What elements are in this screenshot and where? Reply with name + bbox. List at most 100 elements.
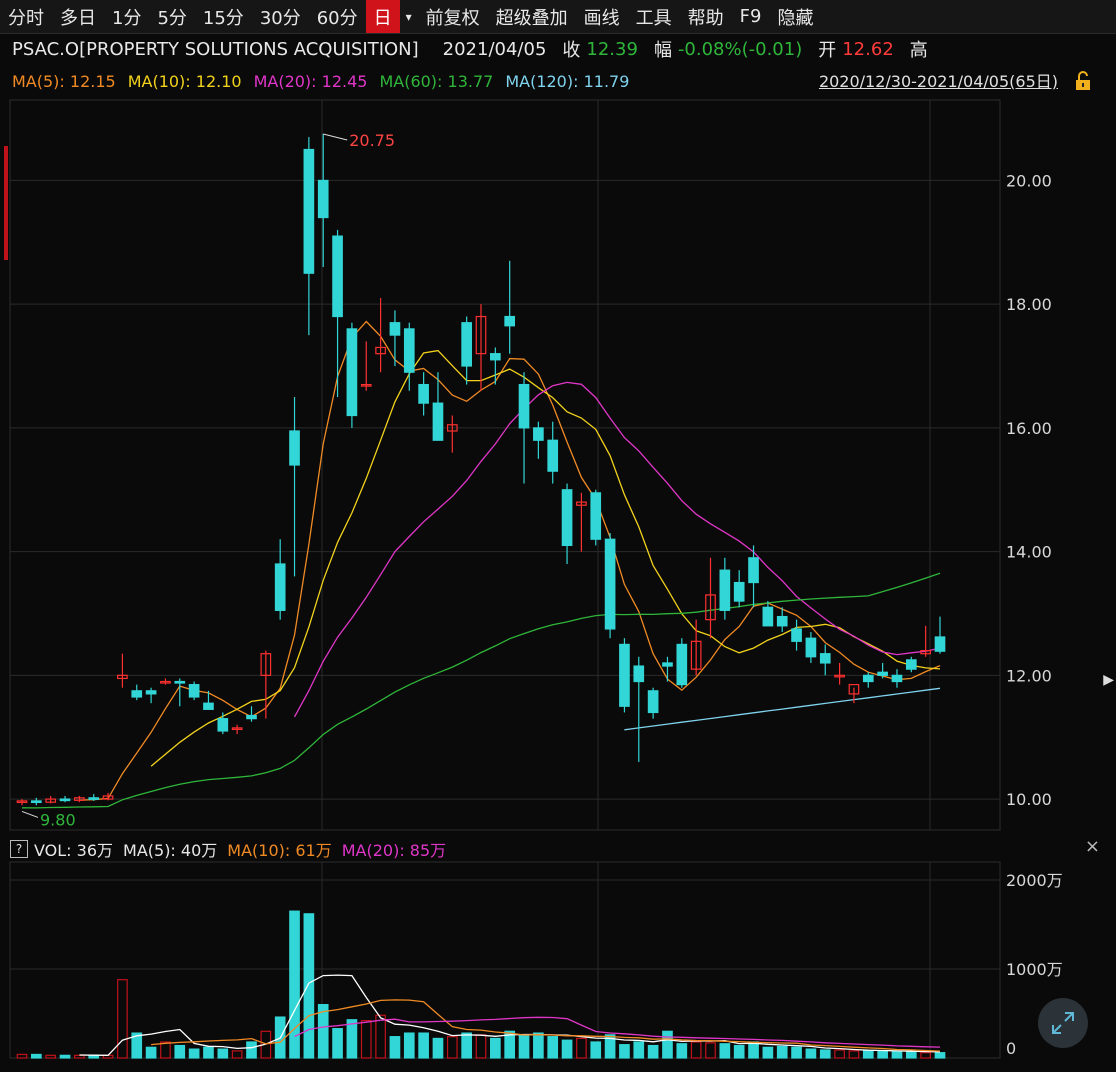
volume-bar (590, 1041, 602, 1059)
candle-body (547, 439, 559, 472)
volume-bar (676, 1043, 688, 1059)
candle-body (877, 671, 888, 676)
vol-legend-item: MA(10): 61万 (227, 841, 332, 860)
candle-body (475, 315, 487, 355)
toolbar-item-9[interactable]: 前复权 (425, 7, 480, 29)
open-label: 开 (818, 40, 837, 61)
candle-body (576, 501, 587, 506)
volume-bar (289, 910, 300, 1059)
volume-bar (360, 1020, 372, 1059)
candle-body (561, 489, 573, 547)
candle-body (403, 328, 415, 373)
volume-bar (576, 1037, 587, 1059)
vol-legend-item: MA(20): 85万 (341, 841, 447, 860)
volume-bar (117, 979, 128, 1059)
candle-body (74, 797, 85, 801)
volume-bar (905, 1051, 917, 1059)
candle-body (604, 538, 616, 630)
candle-body (389, 322, 401, 336)
candle-body (791, 628, 802, 642)
scroll-right-icon[interactable]: ▶ (1103, 672, 1114, 688)
volume-bar (891, 1051, 903, 1059)
volume-bar (877, 1050, 888, 1059)
ma10-line (150, 349, 941, 767)
volume-bar (934, 1052, 946, 1059)
lock-icon[interactable] (1072, 70, 1094, 92)
volume-bar (834, 1049, 845, 1059)
candle-body (891, 674, 903, 683)
candle-body (375, 346, 386, 355)
toolbar-item-14[interactable]: F9 (739, 6, 762, 27)
price-tick-label: 10.00 (1006, 790, 1052, 809)
volume-bar (303, 913, 315, 1059)
expand-icon[interactable] (1038, 998, 1088, 1048)
toolbar-item-4[interactable]: 15分 (202, 7, 244, 29)
toolbar-item-12[interactable]: 工具 (635, 7, 672, 29)
high-label: 高 (909, 40, 928, 61)
candle-body (590, 492, 602, 540)
toolbar-item-0[interactable]: 分时 (8, 7, 44, 29)
ma5-line (79, 320, 941, 801)
candle-body (45, 798, 57, 803)
toolbar-item-11[interactable]: 画线 (583, 7, 620, 29)
price-panel-frame (9, 99, 1001, 831)
candle-body (834, 674, 845, 678)
ma-legend-item: MA(20): 12.45 (253, 71, 368, 91)
toolbar-item-2[interactable]: 1分 (112, 7, 142, 29)
toolbar-item-1[interactable]: 多日 (60, 7, 96, 29)
toolbar-item-6[interactable]: 60分 (316, 7, 358, 29)
toolbar-item-3[interactable]: 5分 (157, 7, 187, 29)
ma-legend: MA(5): 12.15 MA(10): 12.10 MA(20): 12.45 MA… (0, 66, 1116, 96)
candle-body (518, 383, 530, 429)
volume-bar (762, 1046, 774, 1059)
volume-bar (231, 1050, 243, 1059)
candle-body (446, 424, 458, 432)
candle-body (934, 636, 946, 652)
toolbar-item-13[interactable]: 帮助 (687, 7, 724, 29)
candle-body (490, 353, 501, 361)
toolbar-item-5[interactable]: 30分 (259, 7, 301, 29)
toolbar-item-8[interactable]: ▾ (405, 9, 412, 24)
annotation-arrow (323, 133, 348, 141)
volume-bar (217, 1048, 229, 1059)
volume-bar (145, 1046, 157, 1059)
volume-tick-label: 1000万 (1006, 960, 1063, 979)
date-range-selector[interactable]: 2020/12/30-2021/04/05(65日) (818, 72, 1058, 91)
candle-body (504, 315, 516, 327)
volume-bar (719, 1043, 731, 1059)
toolbar-item-7[interactable]: 日 (365, 0, 400, 33)
volume-bar (403, 1032, 415, 1059)
close-value: 12.39 (586, 38, 638, 60)
quote-info-bar: PSAC.O[PROPERTY SOLUTIONS ACQUISITION] 2… (0, 34, 1116, 64)
candle-body (662, 662, 673, 667)
volume-bar (533, 1032, 544, 1059)
candle-body (418, 383, 429, 404)
volume-bar (317, 1003, 329, 1059)
symbol-label: PSAC.O[PROPERTY SOLUTIONS ACQUISITION] (12, 38, 419, 60)
volume-bar (633, 1041, 645, 1059)
volume-bar (389, 1036, 401, 1059)
candle-body (174, 680, 186, 684)
candle-body (805, 637, 817, 658)
close-label: 收 (562, 40, 581, 61)
help-icon[interactable]: ? (10, 840, 28, 858)
vol-ma10-line (151, 999, 941, 1052)
volume-bar (461, 1032, 472, 1059)
volume-bar (848, 1050, 860, 1059)
ma120-line (624, 687, 941, 731)
volume-bar (203, 1046, 214, 1059)
close-icon[interactable]: × (1084, 836, 1100, 857)
toolbar-item-10[interactable]: 超级叠加 (495, 7, 568, 29)
volume-tick-label: 2000万 (1006, 871, 1063, 890)
vol-legend-item: MA(5): 40万 (123, 841, 218, 860)
date-label: 2021/04/05 (442, 38, 547, 60)
candle-body (303, 148, 315, 274)
volume-bar (131, 1032, 143, 1059)
volume-bar (31, 1053, 42, 1059)
candle-body (317, 179, 329, 219)
vol-legend-item: VOL: 36万 (34, 841, 114, 860)
candle-body (145, 690, 157, 695)
toolbar-item-15[interactable]: 隐藏 (777, 7, 814, 29)
volume-bar (432, 1037, 444, 1059)
